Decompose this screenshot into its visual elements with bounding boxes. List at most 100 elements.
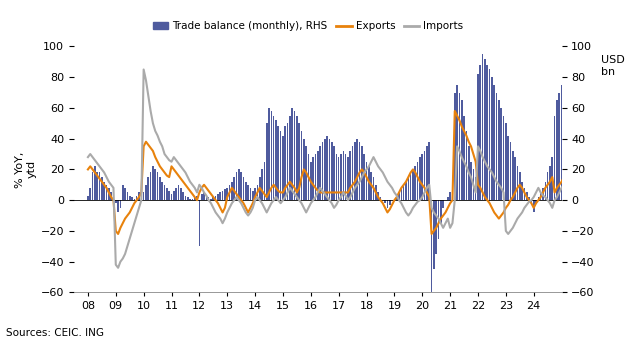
Bar <box>264 162 265 200</box>
Bar <box>359 142 360 200</box>
Bar <box>542 188 544 200</box>
Bar <box>442 200 444 208</box>
Bar <box>271 111 272 200</box>
Bar <box>403 185 404 200</box>
Bar <box>273 116 275 200</box>
Bar <box>335 154 337 200</box>
Bar <box>205 195 207 200</box>
Bar <box>222 191 223 200</box>
Bar <box>475 177 476 200</box>
Bar <box>173 191 175 200</box>
Bar <box>568 47 570 200</box>
Bar <box>189 199 191 200</box>
Bar <box>338 157 339 200</box>
Bar <box>472 169 474 200</box>
Bar <box>465 131 467 200</box>
Bar <box>215 195 216 200</box>
Bar <box>196 195 198 200</box>
Bar <box>361 146 363 200</box>
Bar <box>129 195 131 200</box>
Bar <box>234 177 235 200</box>
Bar <box>428 142 430 200</box>
Bar <box>498 100 500 200</box>
Bar <box>259 177 260 200</box>
Bar <box>298 123 300 200</box>
Bar <box>212 197 214 200</box>
Bar <box>433 200 435 269</box>
Bar <box>187 197 189 200</box>
Bar <box>326 136 328 200</box>
Bar <box>535 200 537 203</box>
Bar <box>491 77 493 200</box>
Bar <box>502 116 504 200</box>
Bar <box>178 185 179 200</box>
Bar <box>319 146 321 200</box>
Bar <box>113 194 115 200</box>
Bar <box>180 188 182 200</box>
Bar <box>141 194 142 200</box>
Bar <box>515 157 516 200</box>
Bar <box>372 177 374 200</box>
Bar <box>266 123 268 200</box>
Bar <box>227 188 228 200</box>
Bar <box>549 166 551 200</box>
Bar <box>438 200 439 239</box>
Bar <box>247 185 249 200</box>
Bar <box>210 199 212 200</box>
Bar <box>440 200 442 223</box>
Bar <box>291 108 293 200</box>
Bar <box>484 59 486 200</box>
Bar <box>431 200 433 300</box>
Bar <box>194 197 196 200</box>
Bar <box>419 157 420 200</box>
Bar <box>545 182 546 200</box>
Bar <box>280 131 282 200</box>
Bar <box>310 162 312 200</box>
Bar <box>452 188 453 200</box>
Bar <box>101 177 102 200</box>
Bar <box>435 200 437 254</box>
Bar <box>198 200 200 246</box>
Bar <box>294 111 296 200</box>
Bar <box>561 85 563 200</box>
Bar <box>103 182 105 200</box>
Bar <box>99 172 100 200</box>
Bar <box>261 169 263 200</box>
Bar <box>168 191 170 200</box>
Bar <box>410 172 412 200</box>
Bar <box>349 151 351 200</box>
Bar <box>563 69 564 200</box>
Bar <box>552 157 553 200</box>
Bar <box>228 185 230 200</box>
Bar <box>208 197 209 200</box>
Bar <box>368 166 370 200</box>
Bar <box>312 157 314 200</box>
Bar <box>524 188 525 200</box>
Bar <box>456 85 458 200</box>
Bar <box>324 139 326 200</box>
Bar <box>380 197 381 200</box>
Bar <box>405 182 407 200</box>
Bar <box>463 116 465 200</box>
Bar <box>398 192 400 200</box>
Bar <box>143 192 145 200</box>
Bar <box>282 136 284 200</box>
Bar <box>315 154 316 200</box>
Bar <box>90 188 91 200</box>
Bar <box>322 142 323 200</box>
Bar <box>496 92 497 200</box>
Bar <box>387 200 388 208</box>
Bar <box>354 142 356 200</box>
Bar <box>284 126 286 200</box>
Bar <box>565 54 567 200</box>
Bar <box>236 172 237 200</box>
Bar <box>203 192 205 200</box>
Bar <box>145 185 147 200</box>
Bar <box>301 131 302 200</box>
Bar <box>340 154 342 200</box>
Bar <box>171 194 172 200</box>
Bar <box>308 154 309 200</box>
Bar <box>164 185 165 200</box>
Bar <box>245 182 246 200</box>
Bar <box>110 192 112 200</box>
